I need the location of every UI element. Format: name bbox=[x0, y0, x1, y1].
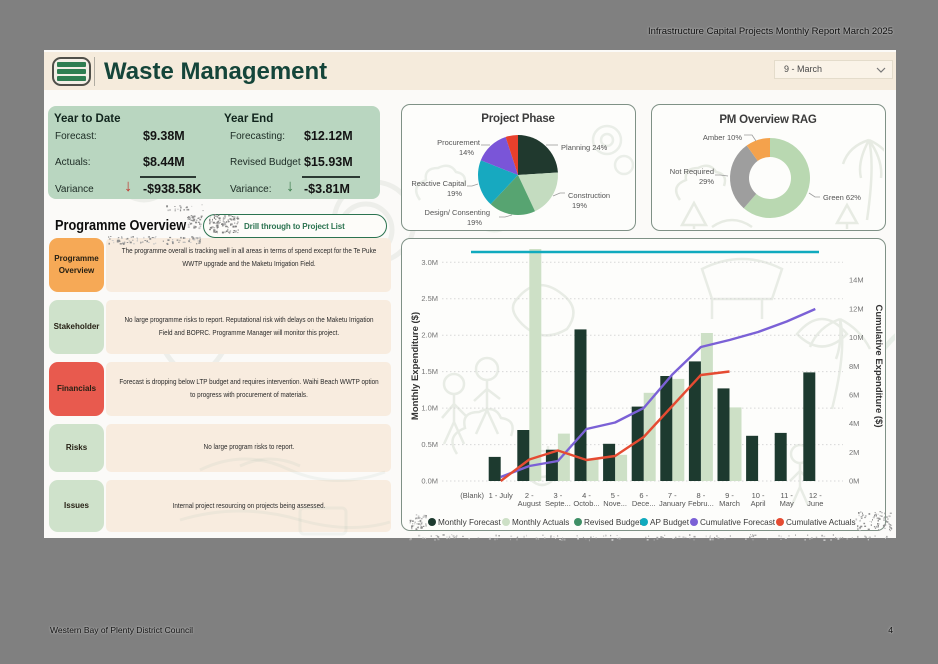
svg-text:Octob...: Octob... bbox=[573, 499, 599, 508]
svg-text:0.5M: 0.5M bbox=[421, 440, 438, 449]
svg-text:Amber 10%: Amber 10% bbox=[703, 133, 743, 142]
svg-text:19%: 19% bbox=[447, 189, 462, 198]
svg-text:Construction: Construction bbox=[568, 191, 610, 200]
svg-text:Monthly Forecast: Monthly Forecast bbox=[438, 518, 502, 527]
svg-text:(Blank): (Blank) bbox=[460, 491, 484, 500]
svg-text:10 -: 10 - bbox=[752, 491, 765, 500]
svg-text:9 -: 9 - bbox=[725, 491, 734, 500]
svg-text:29%: 29% bbox=[699, 177, 714, 186]
svg-text:Febru...: Febru... bbox=[688, 499, 714, 508]
svg-text:2 -: 2 - bbox=[525, 491, 534, 500]
svg-text:August: August bbox=[518, 499, 542, 508]
svg-text:Design/ Consenting: Design/ Consenting bbox=[425, 208, 490, 217]
svg-text:Cumulative Actuals: Cumulative Actuals bbox=[786, 518, 856, 527]
svg-text:Revised Budget: Revised Budget bbox=[584, 518, 643, 527]
svg-text:Cumulative Forecast: Cumulative Forecast bbox=[700, 518, 776, 527]
svg-text:Not Required: Not Required bbox=[670, 167, 714, 176]
svg-text:Procurement: Procurement bbox=[437, 138, 481, 147]
svg-text:April: April bbox=[751, 499, 766, 508]
svg-text:Dece...: Dece... bbox=[632, 499, 656, 508]
svg-text:19%: 19% bbox=[572, 201, 587, 210]
svg-text:12M: 12M bbox=[849, 304, 864, 313]
svg-text:4M: 4M bbox=[849, 419, 859, 428]
svg-text:Cumulative Expenditure ($): Cumulative Expenditure ($) bbox=[873, 305, 884, 428]
svg-text:Planning 24%: Planning 24% bbox=[561, 143, 608, 152]
svg-text:10M: 10M bbox=[849, 333, 864, 342]
svg-text:Monthly Expenditure ($): Monthly Expenditure ($) bbox=[410, 312, 421, 420]
svg-text:4 -: 4 - bbox=[582, 491, 591, 500]
svg-text:2.5M: 2.5M bbox=[421, 294, 438, 303]
svg-text:2.0M: 2.0M bbox=[421, 331, 438, 340]
svg-text:Nove...: Nove... bbox=[603, 499, 627, 508]
svg-text:Green 62%: Green 62% bbox=[823, 193, 861, 202]
svg-text:5 -: 5 - bbox=[611, 491, 620, 500]
svg-text:3.0M: 3.0M bbox=[421, 258, 438, 267]
svg-text:AP Budget: AP Budget bbox=[650, 518, 690, 527]
svg-text:Monthly Actuals: Monthly Actuals bbox=[512, 518, 569, 527]
svg-text:Reactive Capital: Reactive Capital bbox=[411, 179, 466, 188]
svg-text:0.0M: 0.0M bbox=[421, 477, 438, 486]
svg-text:March: March bbox=[719, 499, 740, 508]
svg-text:19%: 19% bbox=[467, 218, 482, 227]
svg-text:PM Overview RAG: PM Overview RAG bbox=[719, 114, 817, 126]
svg-text:6 -: 6 - bbox=[639, 491, 648, 500]
svg-text:0M: 0M bbox=[849, 477, 859, 486]
svg-text:8M: 8M bbox=[849, 362, 859, 371]
svg-text:3 -: 3 - bbox=[554, 491, 563, 500]
svg-text:1.0M: 1.0M bbox=[421, 404, 438, 413]
svg-text:May: May bbox=[780, 499, 794, 508]
svg-text:6M: 6M bbox=[849, 391, 859, 400]
svg-text:January: January bbox=[659, 499, 686, 508]
svg-text:2M: 2M bbox=[849, 448, 859, 457]
svg-text:1.5M: 1.5M bbox=[421, 367, 438, 376]
svg-text:14%: 14% bbox=[459, 148, 474, 157]
svg-text:12 -: 12 - bbox=[809, 491, 822, 500]
svg-text:14M: 14M bbox=[849, 276, 864, 285]
svg-text:June: June bbox=[807, 499, 823, 508]
svg-text:1 - July: 1 - July bbox=[489, 491, 513, 500]
svg-text:8 -: 8 - bbox=[697, 491, 706, 500]
svg-text:11 -: 11 - bbox=[781, 491, 794, 500]
svg-text:7 -: 7 - bbox=[668, 491, 677, 500]
svg-text:Septe...: Septe... bbox=[545, 499, 571, 508]
svg-text:Project Phase: Project Phase bbox=[481, 113, 554, 125]
